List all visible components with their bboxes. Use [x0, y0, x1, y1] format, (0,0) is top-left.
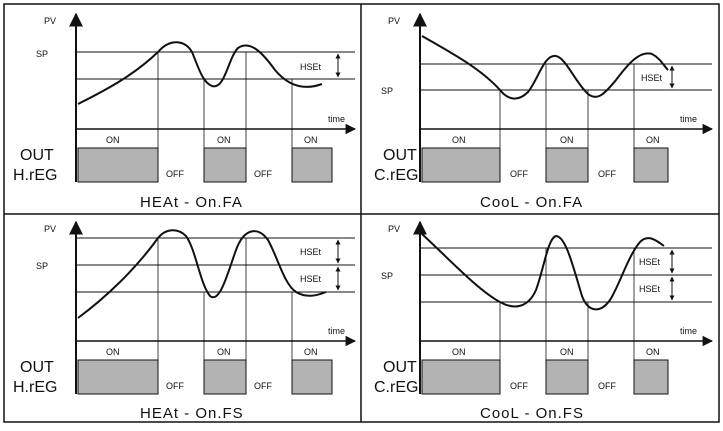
off-label: OFF [598, 381, 616, 391]
on-label: ON [452, 135, 466, 145]
panel-cool-onfa: PV time SP HSEt ON ON ON OFF OFF OUT C.r… [374, 12, 714, 211]
on-label: ON [452, 347, 466, 357]
on-label: ON [560, 347, 574, 357]
pv-curve [77, 229, 327, 319]
hset-label-upper: HSEt [639, 257, 661, 267]
output-on-block [421, 359, 501, 395]
output-on-block [77, 359, 159, 395]
pv-label: PV [44, 224, 56, 234]
panel-title: CooL - On.FS [480, 405, 584, 422]
on-label: ON [106, 135, 120, 145]
off-label: OFF [510, 169, 528, 179]
off-label: OFF [598, 169, 616, 179]
panel-heat-onfs: PV time SP HSEt HSEt ON ON ON OFF OFF OU… [13, 220, 357, 422]
on-label: ON [106, 347, 120, 357]
hset-label: HSEt [641, 73, 663, 83]
on-label: ON [646, 135, 660, 145]
out-label: OUT [20, 359, 54, 376]
off-label: OFF [510, 381, 528, 391]
pv-label: PV [388, 224, 400, 234]
output-on-block [545, 359, 589, 395]
output-on-block [203, 359, 247, 395]
panel-title: HEAt - On.FA [140, 194, 243, 211]
out-label: OUT [20, 147, 54, 164]
output-on-block [633, 147, 669, 183]
on-label: ON [217, 135, 231, 145]
hset-label-lower: HSEt [639, 284, 661, 294]
mode-label: H.rEG [13, 167, 57, 184]
on-label: ON [304, 347, 318, 357]
sp-label: SP [36, 261, 48, 271]
off-label: OFF [254, 381, 272, 391]
mode-label: C.rEG [374, 379, 418, 396]
output-on-block [291, 147, 333, 183]
panel-title: CooL - On.FA [480, 194, 583, 211]
off-label: OFF [254, 169, 272, 179]
panel-heat-onfa: PV time SP HSEt ON ON ON OFF OFF OUT H.r… [13, 12, 357, 211]
pv-label: PV [44, 16, 56, 26]
mode-label: C.rEG [374, 167, 418, 184]
mode-label: H.rEG [13, 379, 57, 396]
output-on-block [545, 147, 589, 183]
out-label: OUT [383, 147, 417, 164]
time-label: time [680, 114, 697, 124]
sp-label: SP [36, 49, 48, 59]
output-on-block [203, 147, 247, 183]
time-label: time [680, 326, 697, 336]
on-label: ON [560, 135, 574, 145]
pv-curve [421, 35, 669, 100]
output-on-block [421, 147, 501, 183]
on-label: ON [217, 347, 231, 357]
off-label: OFF [166, 381, 184, 391]
pv-curve [421, 233, 665, 311]
hset-label: HSEt [300, 62, 322, 72]
sp-label: SP [381, 86, 393, 96]
panel-cool-onfs: PV time SP HSEt HSEt ON ON ON OFF OFF OU… [374, 220, 714, 422]
pv-curve [77, 41, 323, 105]
out-label: OUT [383, 359, 417, 376]
panel-title: HEAt - On.FS [140, 405, 244, 422]
time-label: time [328, 114, 345, 124]
hset-label-lower: HSEt [300, 274, 322, 284]
on-label: ON [646, 347, 660, 357]
hset-label-upper: HSEt [300, 247, 322, 257]
off-label: OFF [166, 169, 184, 179]
on-label: ON [304, 135, 318, 145]
output-on-block [77, 147, 159, 183]
output-on-block [633, 359, 669, 395]
pv-label: PV [388, 16, 400, 26]
sp-label: SP [381, 271, 393, 281]
time-label: time [328, 326, 345, 336]
output-on-block [291, 359, 333, 395]
